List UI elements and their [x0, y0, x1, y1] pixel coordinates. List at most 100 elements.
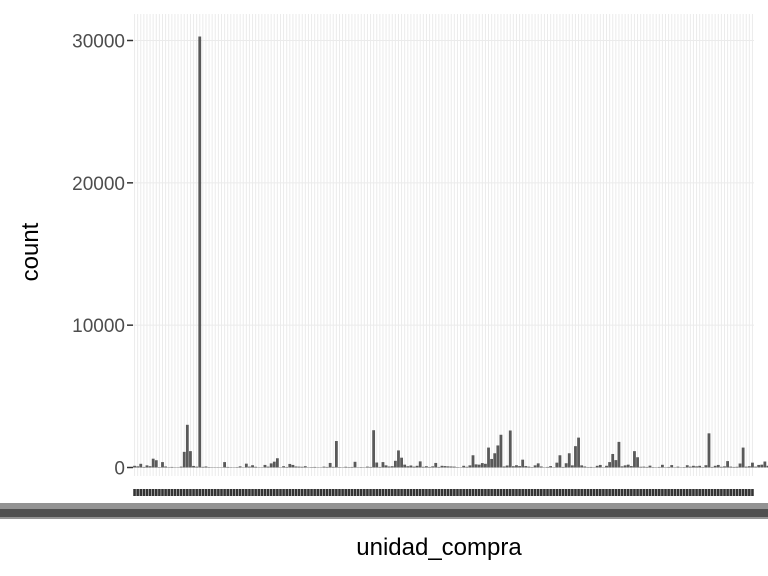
bar: [195, 466, 199, 468]
bar: [515, 465, 518, 468]
bar: [657, 466, 661, 468]
bar: [676, 466, 680, 468]
bar: [350, 466, 354, 468]
bar: [726, 461, 730, 468]
bar: [626, 464, 630, 468]
bar: [145, 465, 149, 468]
bar: [698, 465, 702, 468]
bar: [508, 430, 512, 468]
bar: [328, 462, 332, 468]
bar: [723, 466, 726, 468]
bar: [393, 460, 397, 468]
bar: [744, 466, 748, 468]
bar: [179, 466, 183, 468]
y-tick-label: 30000: [72, 32, 125, 53]
bar: [729, 466, 733, 468]
bar: [182, 451, 186, 468]
bar: [477, 464, 481, 468]
bar: [574, 446, 577, 468]
bar: [536, 463, 540, 468]
bar: [353, 461, 357, 468]
y-tick-label: 20000: [72, 174, 125, 195]
bar: [151, 458, 155, 468]
bar: [136, 466, 140, 468]
bar: [527, 466, 531, 468]
bar: [704, 465, 708, 468]
bar: [639, 466, 643, 468]
bar: [493, 453, 497, 468]
bar: [384, 465, 388, 468]
bar: [381, 462, 385, 468]
bar: [533, 465, 537, 468]
bar: [443, 466, 447, 468]
x-axis-ticks: [0, 489, 768, 519]
bar: [331, 466, 335, 468]
bar: [583, 466, 587, 468]
bar: [133, 465, 136, 468]
bar: [471, 455, 475, 468]
y-tick-label: 10000: [72, 316, 125, 337]
bar: [291, 464, 295, 468]
bar: [670, 465, 674, 468]
bar: [201, 466, 205, 468]
bar: [496, 445, 500, 468]
bar: [269, 463, 273, 468]
bar: [598, 464, 602, 468]
bar: [294, 466, 298, 468]
x-axis-title: unidad_compra: [356, 534, 522, 561]
bar: [595, 465, 599, 468]
bar: [189, 451, 192, 468]
bar: [754, 466, 757, 468]
bar: [403, 464, 407, 468]
bar: [474, 464, 478, 468]
bar: [738, 463, 742, 468]
bar: [570, 465, 574, 468]
bar: [344, 466, 348, 468]
bar: [285, 466, 289, 468]
bar: [524, 466, 528, 468]
grid-lines: [133, 14, 754, 476]
bar: [713, 465, 717, 468]
bar: [589, 466, 593, 468]
bar: [465, 466, 469, 468]
bar: [148, 466, 152, 468]
bar: [549, 466, 553, 468]
bar: [605, 465, 608, 468]
bar: [462, 465, 466, 468]
bar: [446, 466, 450, 468]
bar: [185, 424, 189, 468]
bar: [751, 462, 754, 468]
bar: [692, 465, 695, 468]
bar: [567, 453, 571, 468]
bar: [623, 465, 627, 468]
bars: [133, 36, 768, 468]
bar: [760, 464, 764, 468]
bar: [325, 466, 329, 468]
bar: [223, 462, 226, 468]
bar: [487, 447, 490, 468]
bar: [720, 466, 723, 468]
bar: [161, 462, 164, 468]
y-axis: 0 10000 20000 30000: [72, 32, 133, 480]
bar: [406, 466, 410, 468]
bar: [192, 465, 195, 468]
bar: [667, 466, 671, 468]
bar: [561, 466, 565, 468]
bar: [449, 466, 453, 468]
bar: [642, 466, 646, 468]
bar: [437, 466, 441, 468]
bar: [313, 466, 317, 468]
bar: [685, 465, 689, 468]
bar: [546, 466, 549, 468]
bar: [608, 462, 612, 468]
bar: [431, 466, 435, 468]
bar: [521, 459, 525, 468]
bar: [502, 466, 506, 468]
bar: [303, 466, 307, 468]
bar: [272, 461, 276, 468]
bar: [369, 466, 372, 468]
bar: [263, 464, 267, 468]
bar: [248, 466, 251, 468]
bar: [555, 462, 559, 468]
